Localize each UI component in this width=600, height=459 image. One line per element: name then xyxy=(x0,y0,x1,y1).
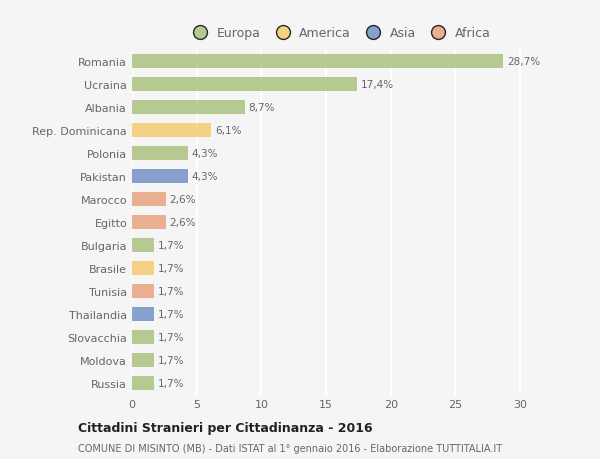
Text: 8,7%: 8,7% xyxy=(248,103,275,113)
Bar xyxy=(132,285,154,298)
Bar xyxy=(132,101,245,115)
Text: 1,7%: 1,7% xyxy=(158,378,184,388)
Bar xyxy=(132,170,188,184)
Bar xyxy=(132,193,166,207)
Text: Cittadini Stranieri per Cittadinanza - 2016: Cittadini Stranieri per Cittadinanza - 2… xyxy=(78,421,373,434)
Bar xyxy=(132,330,154,344)
Text: 1,7%: 1,7% xyxy=(158,241,184,251)
Text: 4,3%: 4,3% xyxy=(191,149,218,159)
Bar xyxy=(132,216,166,230)
Text: 1,7%: 1,7% xyxy=(158,286,184,297)
Bar xyxy=(132,262,154,275)
Text: 6,1%: 6,1% xyxy=(215,126,241,136)
Text: 1,7%: 1,7% xyxy=(158,263,184,274)
Text: 1,7%: 1,7% xyxy=(158,309,184,319)
Text: 1,7%: 1,7% xyxy=(158,332,184,342)
Text: 17,4%: 17,4% xyxy=(361,80,394,90)
Text: 2,6%: 2,6% xyxy=(170,218,196,228)
Bar xyxy=(132,239,154,252)
Text: 2,6%: 2,6% xyxy=(170,195,196,205)
Text: 28,7%: 28,7% xyxy=(507,57,541,67)
Bar xyxy=(132,376,154,390)
Legend: Europa, America, Asia, Africa: Europa, America, Asia, Africa xyxy=(182,22,496,45)
Bar xyxy=(132,353,154,367)
Bar xyxy=(132,55,503,69)
Text: 1,7%: 1,7% xyxy=(158,355,184,365)
Text: COMUNE DI MISINTO (MB) - Dati ISTAT al 1° gennaio 2016 - Elaborazione TUTTITALIA: COMUNE DI MISINTO (MB) - Dati ISTAT al 1… xyxy=(78,443,502,453)
Bar xyxy=(132,147,188,161)
Bar xyxy=(132,308,154,321)
Bar xyxy=(132,78,357,92)
Text: 4,3%: 4,3% xyxy=(191,172,218,182)
Bar xyxy=(132,124,211,138)
